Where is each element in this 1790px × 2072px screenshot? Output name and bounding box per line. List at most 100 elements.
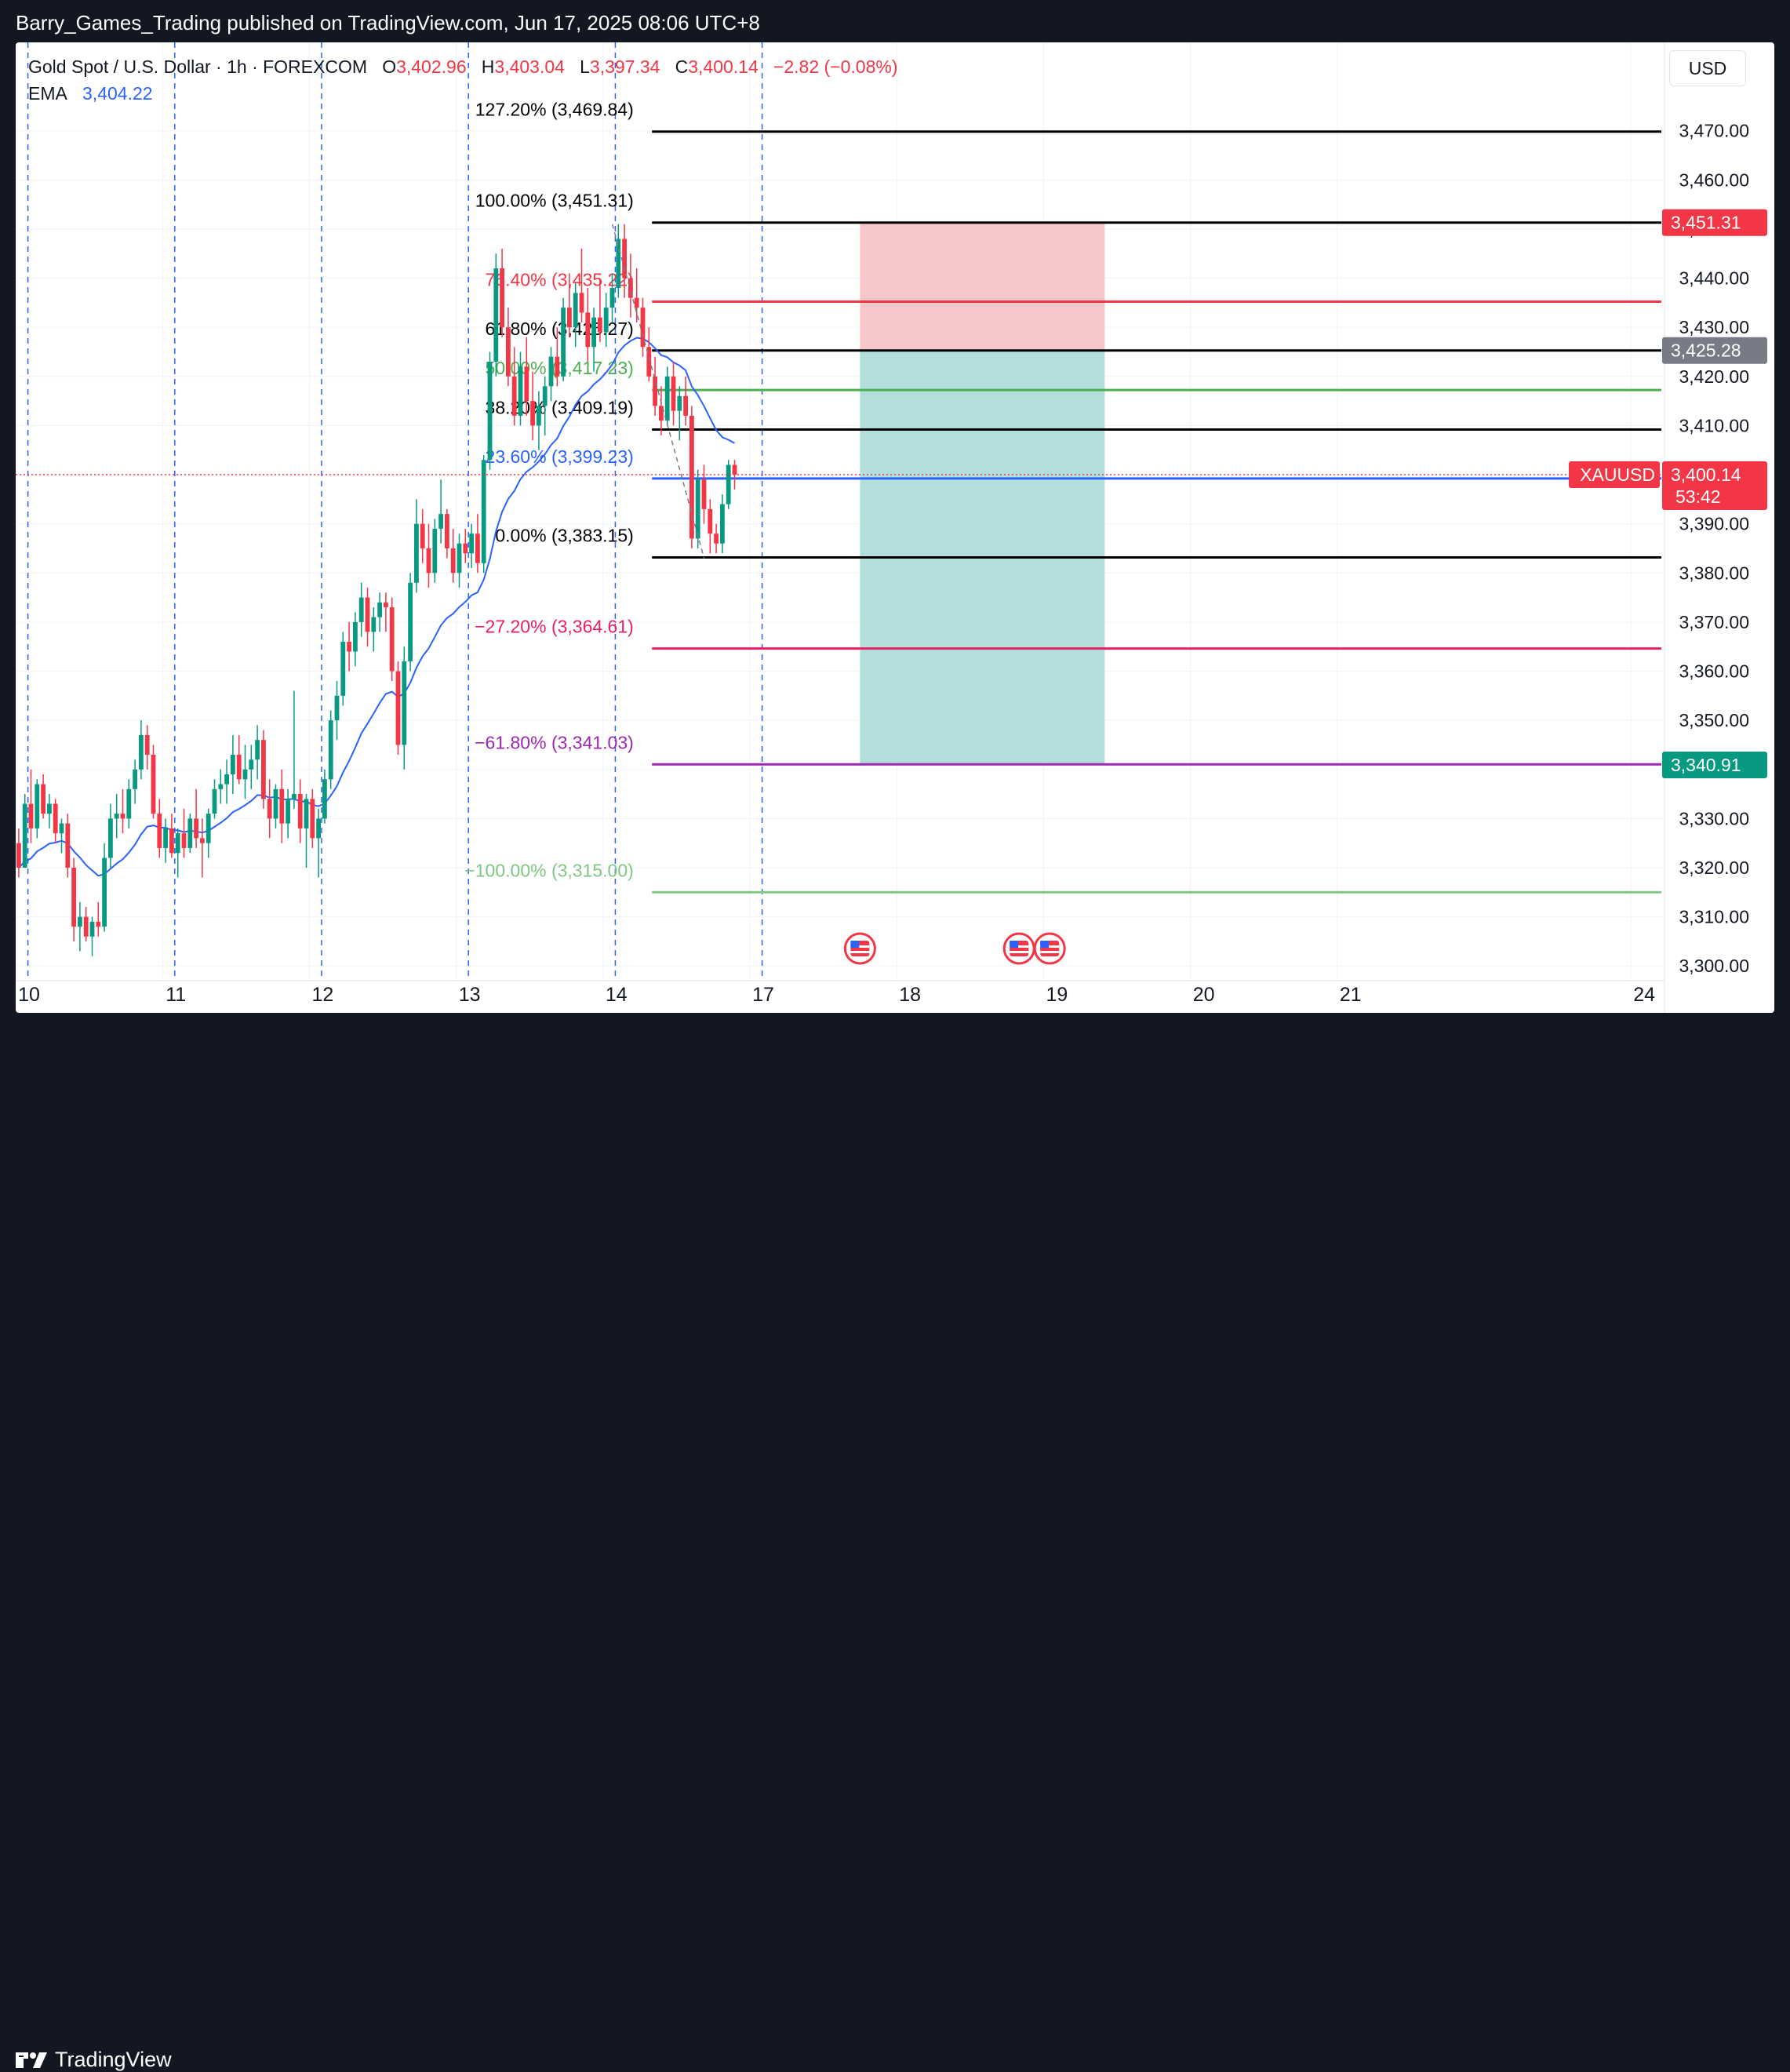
candle-body[interactable] [194,818,198,839]
candle-body[interactable] [206,814,211,843]
candle-body[interactable] [445,514,449,548]
candle-body[interactable] [646,347,652,377]
ema-line[interactable] [18,337,735,877]
candle-body[interactable] [65,823,71,868]
candle-body[interactable] [561,308,566,377]
candle-body[interactable] [377,602,382,617]
candle-body[interactable] [102,858,107,927]
candle-body[interactable] [144,734,150,755]
candle-body[interactable] [292,794,297,799]
candle-body[interactable] [304,799,309,828]
candle-body[interactable] [524,366,529,402]
candle-body[interactable] [353,621,358,652]
candle-body[interactable] [714,533,719,544]
candle-body[interactable] [420,523,425,548]
candle-body[interactable] [640,308,646,348]
candle-body[interactable] [732,464,737,475]
candle-body[interactable] [530,401,535,426]
candle-body[interactable] [255,740,260,760]
trend-connector-line[interactable] [611,224,705,559]
candle-body[interactable] [695,479,700,539]
candle-body[interactable] [475,533,480,563]
candle-body[interactable] [78,916,82,927]
candle-body[interactable] [506,327,511,377]
candle-body[interactable] [59,823,64,834]
candle-body[interactable] [683,395,688,416]
candle-body[interactable] [218,784,224,789]
candle-body[interactable] [689,415,694,539]
candle-body[interactable] [598,317,602,333]
candle-body[interactable] [664,376,670,421]
price-chart[interactable]: 127.20% (3,469.84) 100.00% (3,451.31) 76.4… [16,42,1774,1013]
candle-body[interactable] [726,464,731,504]
price-tag[interactable] [1662,337,1767,364]
candle-body[interactable] [334,695,340,721]
candle-body[interactable] [16,843,21,868]
candle-body[interactable] [603,308,609,333]
candle-body[interactable] [579,293,584,313]
ema-label[interactable]: EMA [28,83,67,104]
candle-body[interactable] [358,597,364,622]
candle-body[interactable] [365,597,370,632]
candle-body[interactable] [585,312,591,348]
candle-body[interactable] [267,799,272,819]
candle-body[interactable] [328,720,333,780]
candle-body[interactable] [408,582,413,661]
candle-body[interactable] [469,533,474,554]
candle-body[interactable] [175,833,180,854]
candle-body[interactable] [108,818,113,858]
candle-body[interactable] [273,788,278,819]
candle-body[interactable] [126,788,132,819]
candle-body[interactable] [518,366,523,416]
candle-body[interactable] [432,528,438,574]
last-price-tag[interactable] [1662,461,1767,511]
candle-body[interactable] [322,779,327,819]
candle-body[interactable] [200,838,205,843]
candle-body[interactable] [139,734,144,770]
candle-body[interactable] [249,759,254,770]
candle-body[interactable] [47,803,52,814]
candle-body[interactable] [297,794,303,828]
candle-body[interactable] [169,828,174,854]
candle-body[interactable] [426,548,431,574]
candle-body[interactable] [384,602,388,608]
candle-body[interactable] [542,386,548,406]
candle-body[interactable] [114,814,119,819]
candle-body[interactable] [402,661,407,745]
candle-body[interactable] [493,268,499,362]
price-tag[interactable] [1662,752,1767,779]
candle-body[interactable] [463,543,468,554]
candle-body[interactable] [371,617,377,632]
candle-body[interactable] [151,754,156,814]
candle-body[interactable] [157,814,162,848]
candle-body[interactable] [511,376,517,416]
candle-body[interactable] [96,921,101,927]
candle-body[interactable] [548,356,554,387]
candle-body[interactable] [242,769,248,780]
candle-body[interactable] [133,769,137,789]
candle-body[interactable] [340,641,346,696]
candle-body[interactable] [537,406,541,426]
candle-body[interactable] [71,867,76,927]
candle-body[interactable] [28,803,34,828]
candle-body[interactable] [120,814,126,819]
candle-body[interactable] [567,308,572,328]
candle-body[interactable] [671,376,676,411]
candle-body[interactable] [53,803,58,834]
candle-body[interactable] [701,479,707,509]
candle-body[interactable] [500,268,504,328]
candle-body[interactable] [35,784,40,828]
candle-body[interactable] [279,788,285,824]
stop-loss-zone[interactable] [860,222,1105,351]
candle-body[interactable] [450,548,456,574]
candle-body[interactable] [389,607,395,672]
candle-body[interactable] [653,376,657,406]
candle-body[interactable] [316,818,321,839]
chart-panel[interactable]: 127.20% (3,469.84) 100.00% (3,451.31) 76.4… [16,42,1774,1013]
symbol-title[interactable]: Gold Spot / U.S. Dollar · 1h · FOREXCOM [28,56,368,77]
candle-body[interactable] [83,916,89,937]
candle-body[interactable] [181,833,187,848]
candle-body[interactable] [347,641,351,652]
candle-body[interactable] [555,356,560,377]
candle-body[interactable] [41,784,45,814]
